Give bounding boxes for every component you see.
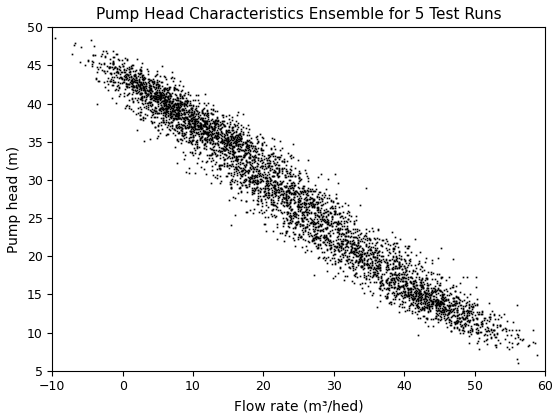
Title: Pump Head Characteristics Ensemble for 5 Test Runs: Pump Head Characteristics Ensemble for 5… (96, 7, 502, 22)
Y-axis label: Pump head (m): Pump head (m) (7, 145, 21, 252)
X-axis label: Flow rate (m³/hed): Flow rate (m³/hed) (234, 399, 363, 413)
